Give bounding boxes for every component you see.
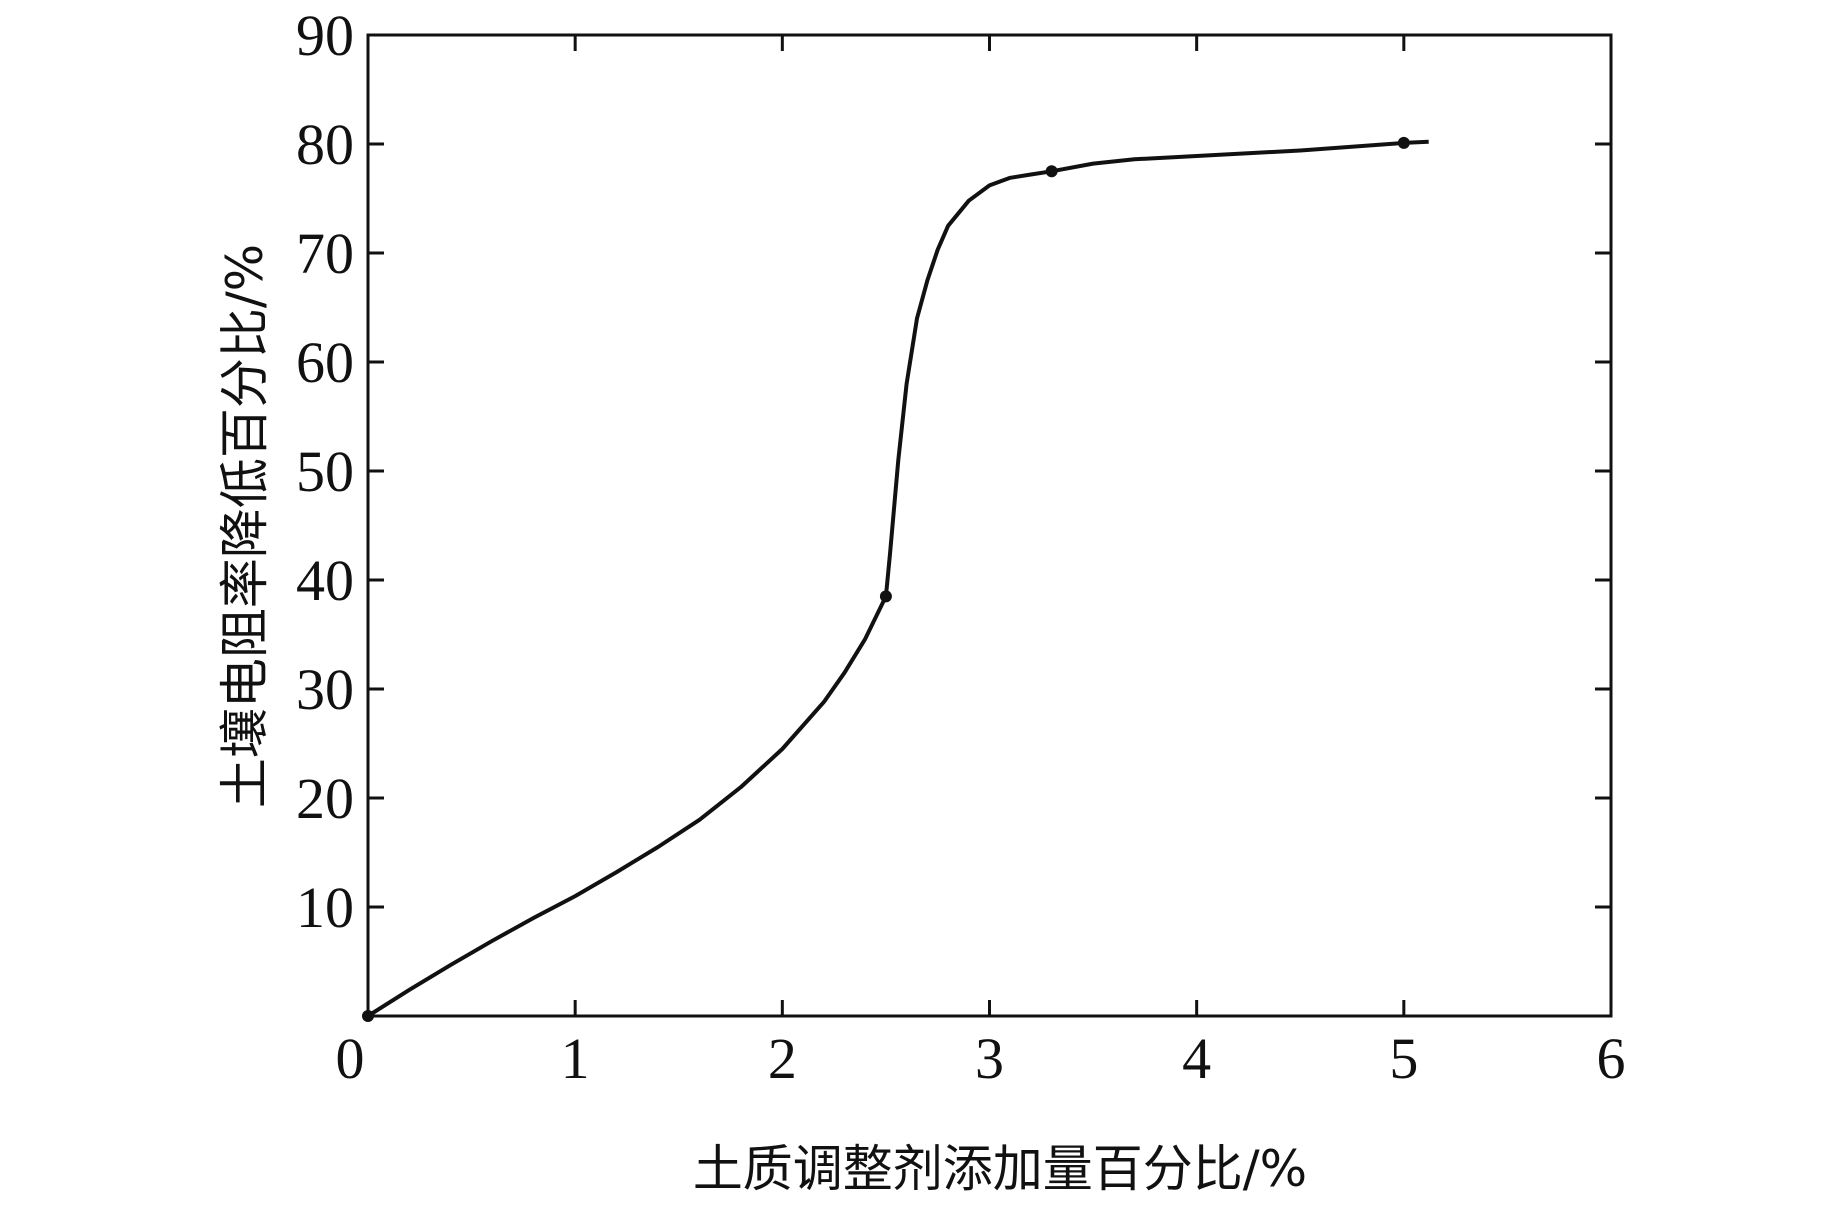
y-tick-label: 10 xyxy=(296,875,354,940)
y-tick-label: 20 xyxy=(296,766,354,831)
y-tick-label: 50 xyxy=(296,439,354,504)
y-axis-title: 土壤电阻率降低百分比/% xyxy=(216,244,274,808)
y-tick-label: 80 xyxy=(296,112,354,177)
data-point-marker xyxy=(1397,136,1410,149)
x-tick-label: 4 xyxy=(1182,1026,1211,1091)
x-tick-label: 3 xyxy=(975,1026,1004,1091)
data-point-marker xyxy=(879,590,892,603)
y-tick-label: 70 xyxy=(296,221,354,286)
data-point-marker xyxy=(1045,165,1058,178)
y-tick-label: 60 xyxy=(296,330,354,395)
axis-tick-labels: 0 1 2 3 4 5 6 10 20 30 40 50 60 70 80 90 xyxy=(296,3,1626,1091)
y-tick-label: 30 xyxy=(296,657,354,722)
axis-ticks xyxy=(366,33,1613,1016)
x-tick-label: 1 xyxy=(561,1026,590,1091)
x-tick-label: 2 xyxy=(768,1026,797,1091)
x-tick-label: 5 xyxy=(1389,1026,1418,1091)
y-tick-label: 40 xyxy=(296,548,354,613)
y-tick-label: 90 xyxy=(296,3,354,68)
data-series-line xyxy=(366,139,1429,1018)
x-tick-label: 6 xyxy=(1597,1026,1626,1091)
data-markers xyxy=(362,136,1410,1022)
plot-frame xyxy=(366,33,1613,1018)
x-axis-title: 土质调整剂添加量百分比/% xyxy=(693,1140,1307,1198)
data-point-marker xyxy=(362,1010,374,1022)
x-tick-label: 0 xyxy=(336,1026,365,1091)
